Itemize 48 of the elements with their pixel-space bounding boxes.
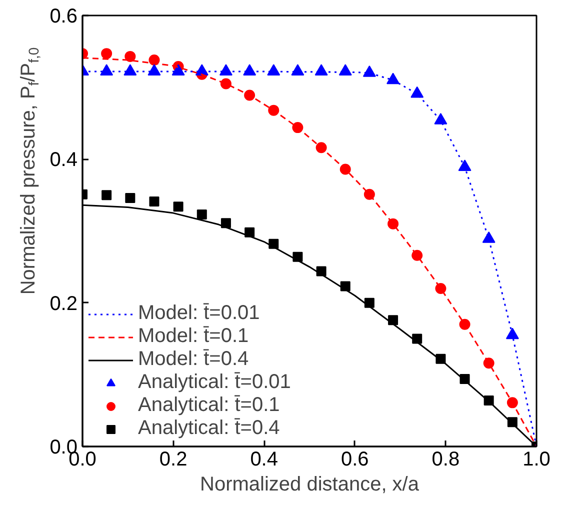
point bbox=[434, 112, 448, 124]
point bbox=[338, 64, 352, 76]
point bbox=[291, 64, 304, 76]
point bbox=[125, 192, 136, 203]
point bbox=[410, 86, 424, 98]
x-tick-label: 1.0 bbox=[522, 448, 550, 470]
point bbox=[340, 164, 351, 175]
point bbox=[244, 90, 256, 101]
point bbox=[267, 64, 280, 76]
y-axis-title: Normalized pressure, Pf/Pf,0 bbox=[18, 47, 42, 295]
y-tick-label: 0.4 bbox=[50, 149, 78, 172]
y-tick-label: 0.2 bbox=[50, 292, 78, 315]
point bbox=[124, 64, 137, 76]
x-tick-label: 0.4 bbox=[250, 448, 278, 470]
point bbox=[364, 188, 375, 200]
point bbox=[149, 196, 160, 207]
point bbox=[101, 48, 112, 60]
x-tick-label: 0.8 bbox=[432, 448, 460, 470]
point bbox=[412, 250, 423, 261]
y-tick-label: 0.6 bbox=[50, 6, 78, 28]
point bbox=[268, 104, 280, 116]
point bbox=[243, 64, 256, 76]
x-tick-label: 0.2 bbox=[159, 448, 188, 470]
point bbox=[172, 64, 185, 76]
point bbox=[102, 190, 112, 200]
legend-label: Analytical: t̄=0.1 bbox=[138, 394, 280, 417]
legend-label: Analytical: t̄=0.01 bbox=[138, 371, 291, 394]
point bbox=[148, 64, 161, 76]
point bbox=[219, 64, 232, 76]
point bbox=[314, 64, 328, 76]
x-axis-title: Normalized distance, x/a bbox=[200, 474, 420, 496]
point bbox=[459, 318, 470, 330]
point bbox=[506, 397, 518, 408]
x-tick-label: 0.6 bbox=[341, 448, 369, 470]
point bbox=[148, 54, 160, 66]
point bbox=[362, 66, 376, 77]
point bbox=[292, 122, 304, 134]
legend-label: Model: t̄=0.4 bbox=[138, 348, 249, 371]
legend-label: Analytical: t̄=0.4 bbox=[138, 417, 280, 440]
point bbox=[124, 50, 136, 62]
point bbox=[386, 72, 400, 84]
point bbox=[173, 202, 184, 212]
legend-label: Model: t̄=0.1 bbox=[138, 325, 249, 348]
point bbox=[196, 209, 207, 220]
point bbox=[458, 160, 472, 172]
legend-label: Model: t̄=0.01 bbox=[138, 302, 260, 325]
point bbox=[100, 64, 114, 76]
point bbox=[316, 142, 327, 154]
